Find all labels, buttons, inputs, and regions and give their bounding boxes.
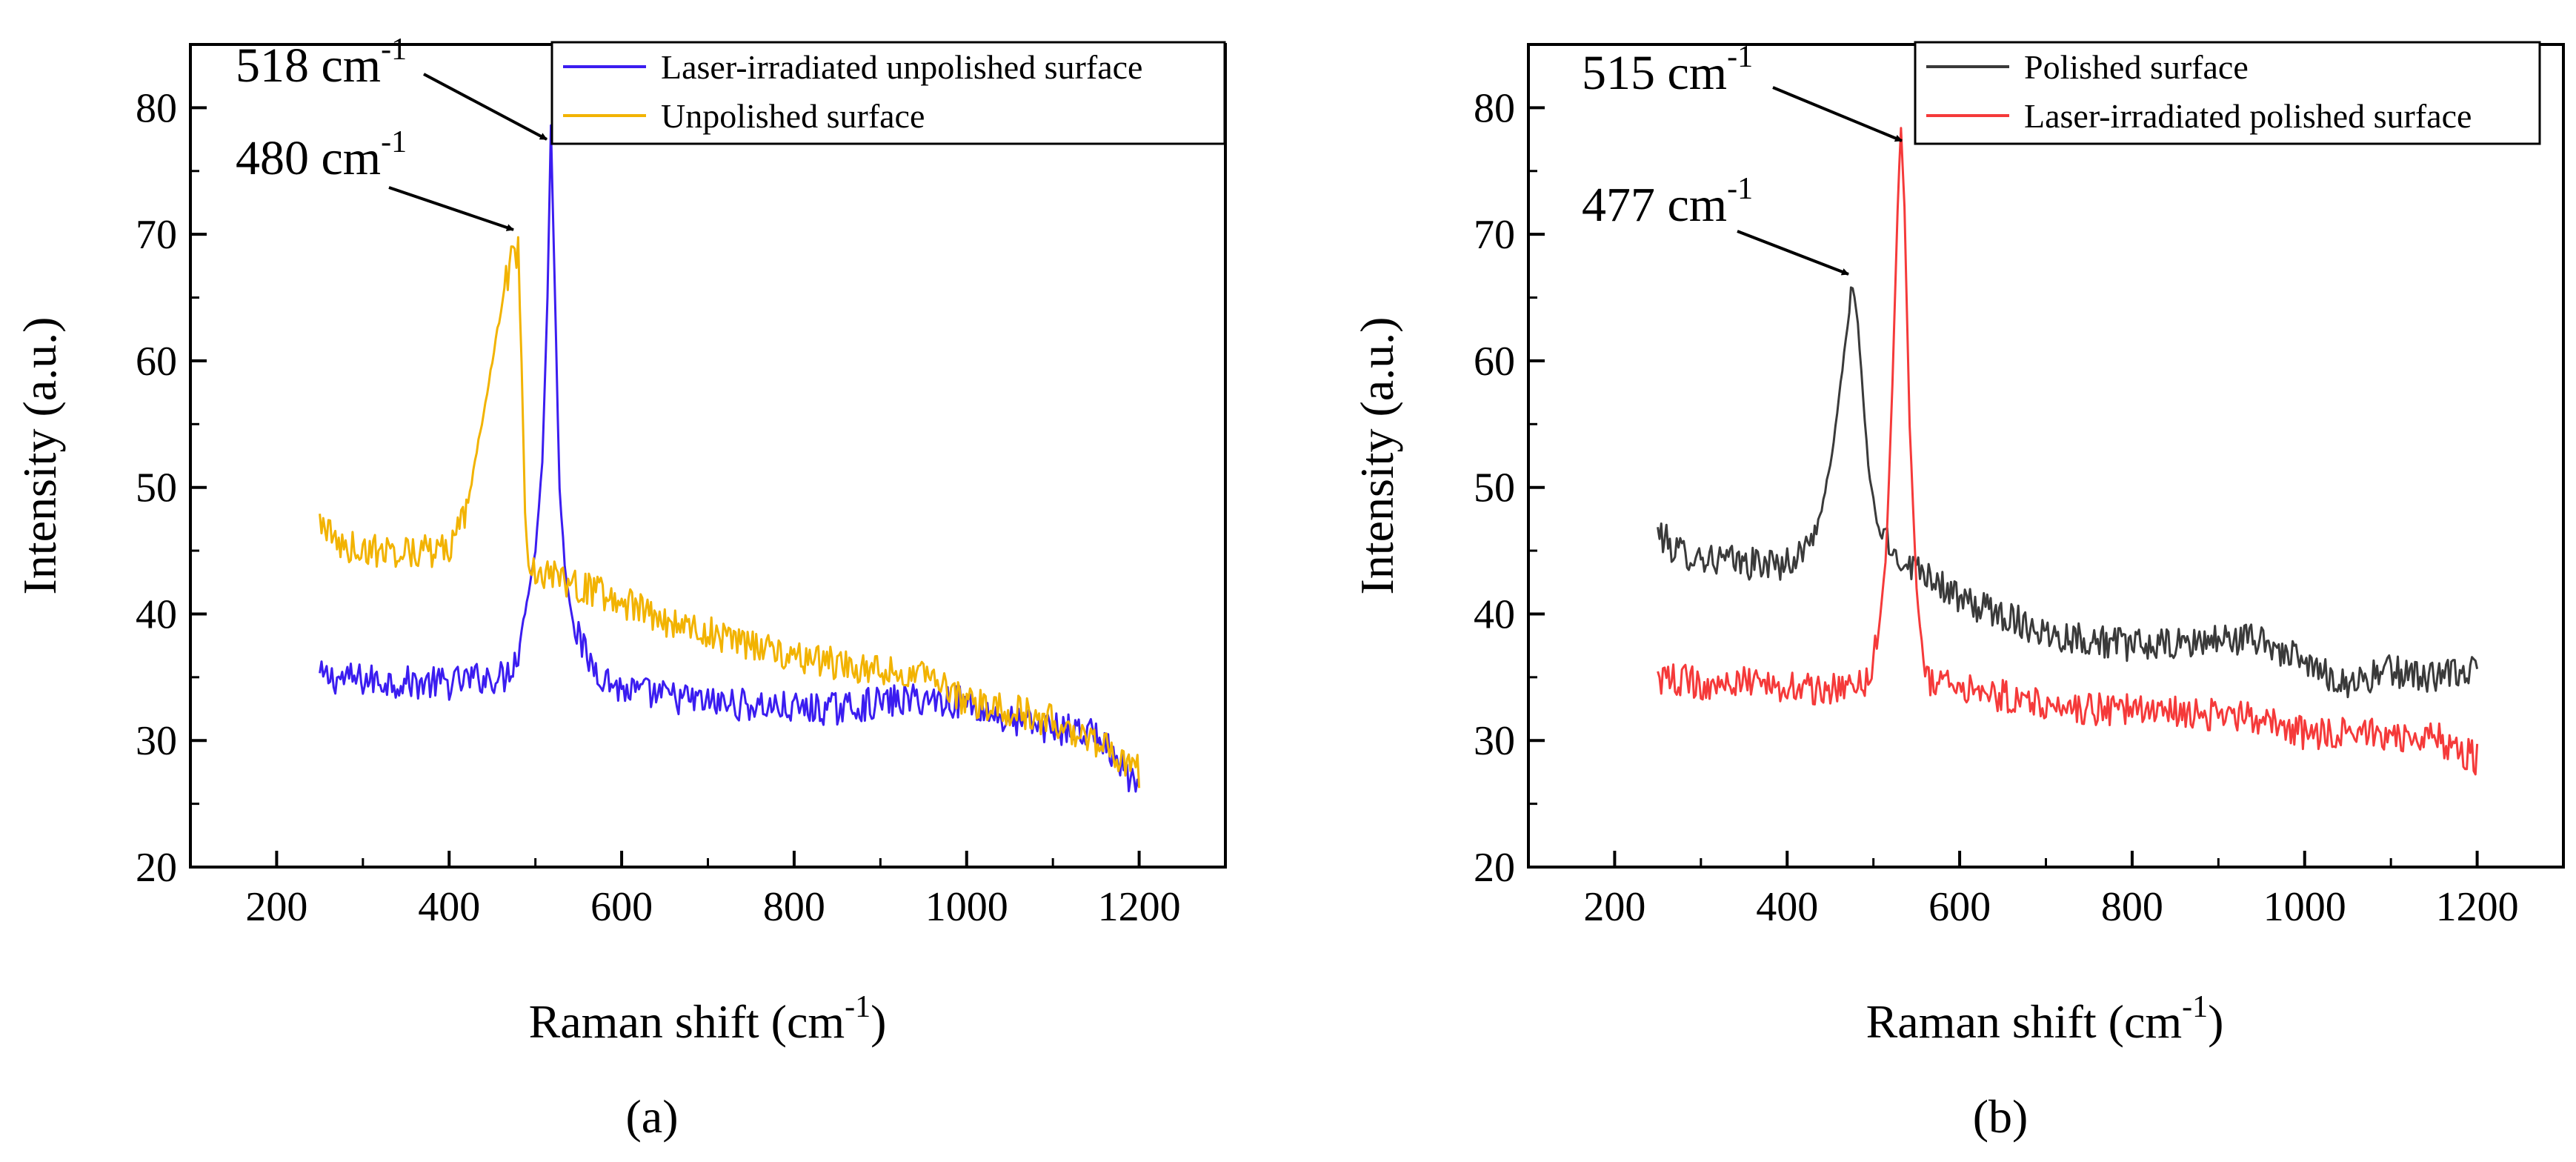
x-tick-label-b-600: 600	[1928, 884, 1991, 930]
annotation-a-480-arrow	[388, 186, 514, 231]
series-line-b-0	[1657, 286, 2479, 699]
legend-b: Polished surface Laser-irradiated polish…	[1914, 41, 2541, 145]
y-axis-title-b: Intensity (a.u.)	[1351, 317, 1403, 595]
x-tick-label-b-1200: 1200	[2436, 884, 2519, 930]
annotation-b-477-sup: -1	[1727, 172, 1753, 206]
annotation-a-480-sup: -1	[381, 125, 407, 159]
y-tick-label-a-70: 70	[136, 212, 177, 258]
annotation-b-477-arrow	[1737, 230, 1849, 276]
svg-text:477 cm-1: 477 cm-1	[1582, 172, 1753, 232]
svg-text:518 cm-1: 518 cm-1	[236, 33, 407, 93]
series-line-a-0	[319, 124, 1141, 793]
x-tick-label-a-400: 400	[418, 884, 480, 930]
y-tick-label-a-30: 30	[136, 718, 177, 764]
x-axis-title-b: Raman shift (cm	[1866, 995, 2183, 1048]
svg-text:515 cm-1: 515 cm-1	[1582, 40, 1753, 100]
legend-label-a-0: Laser-irradiated unpolished surface	[661, 48, 1142, 86]
x-tick-label-a-1200: 1200	[1098, 884, 1181, 930]
y-tick-label-a-20: 20	[136, 845, 177, 891]
y-tick-label-b-30: 30	[1474, 718, 1515, 764]
annotation-b-515-text: 515 cm	[1582, 46, 1727, 100]
y-tick-label-b-70: 70	[1474, 212, 1515, 258]
y-axis-title-a: Intensity (a.u.)	[13, 317, 66, 595]
annotation-b-477-text: 477 cm	[1582, 178, 1727, 232]
legend-box-a	[550, 41, 1226, 145]
legend-label-b-0: Polished surface	[2024, 48, 2249, 86]
legend-box-b	[1914, 41, 2541, 145]
x-tick-label-b-400: 400	[1756, 884, 1818, 930]
plot-frame-b	[1527, 43, 2565, 869]
x-tick-label-b-200: 200	[1583, 884, 1645, 930]
x-tick-label-b-800: 800	[2101, 884, 2163, 930]
y-tick-label-b-80: 80	[1474, 85, 1515, 131]
svg-text:Raman shift (cm-1): Raman shift (cm-1)	[1866, 990, 2224, 1048]
x-tick-label-a-1000: 1000	[925, 884, 1008, 930]
x-tick-label-a-800: 800	[763, 884, 825, 930]
annotation-b-515-sup: -1	[1727, 40, 1753, 74]
svg-text:480 cm-1: 480 cm-1	[236, 125, 407, 185]
y-tick-label-b-50: 50	[1474, 465, 1515, 511]
annotation-b-477: 477 cm-1	[1582, 172, 1849, 276]
y-tick-label-a-60: 60	[136, 339, 177, 385]
x-tick-label-a-600: 600	[590, 884, 653, 930]
annotation-a-518: 518 cm-1	[236, 33, 548, 141]
y-tick-label-a-80: 80	[136, 85, 177, 131]
y-tick-label-a-40: 40	[136, 591, 177, 637]
panel-label-b: (b)	[1973, 1090, 2028, 1143]
panel-a: 200 400 600 800 1000 1200 20 30 40 50 60 70 80 Laser…	[13, 33, 1227, 1143]
annotation-a-518-sup: -1	[381, 33, 407, 67]
annotation-a-518-arrow	[423, 73, 548, 141]
panel-label-a: (a)	[625, 1090, 678, 1143]
x-axis-title-a: Raman shift (cm	[529, 995, 845, 1048]
series-lines-b	[1657, 127, 2479, 776]
series-line-a-1	[319, 236, 1141, 788]
x-tick-label-b-1000: 1000	[2263, 884, 2346, 930]
series-lines-a	[319, 124, 1141, 793]
legend-a: Laser-irradiated unpolished surface Unpo…	[550, 41, 1226, 145]
panel-b: 200 400 600 800 1000 1200 20 30 40 50 60 70 80 Polis…	[1351, 40, 2565, 1143]
annotation-a-480-text: 480 cm	[236, 131, 381, 185]
annotation-b-515-arrow	[1772, 86, 1903, 142]
legend-label-b-1: Laser-irradiated polished surface	[2024, 97, 2472, 135]
annotation-a-480: 480 cm-1	[236, 125, 514, 231]
axes-b: 200 400 600 800 1000 1200 20 30 40 50 60 70 80	[1474, 43, 2565, 930]
y-tick-label-b-40: 40	[1474, 591, 1515, 637]
legend-label-a-1: Unpolished surface	[661, 97, 925, 135]
series-line-b-1	[1657, 127, 2479, 776]
y-tick-label-a-50: 50	[136, 465, 177, 511]
axes-a: 200 400 600 800 1000 1200 20 30 40 50 60 70 80	[136, 43, 1227, 930]
y-tick-label-b-20: 20	[1474, 845, 1515, 891]
annotation-a-518-text: 518 cm	[236, 39, 381, 93]
annotation-b-515: 515 cm-1	[1582, 40, 1903, 142]
y-tick-label-b-60: 60	[1474, 339, 1515, 385]
svg-text:Raman shift (cm-1): Raman shift (cm-1)	[529, 990, 887, 1048]
x-tick-label-a-200: 200	[245, 884, 307, 930]
